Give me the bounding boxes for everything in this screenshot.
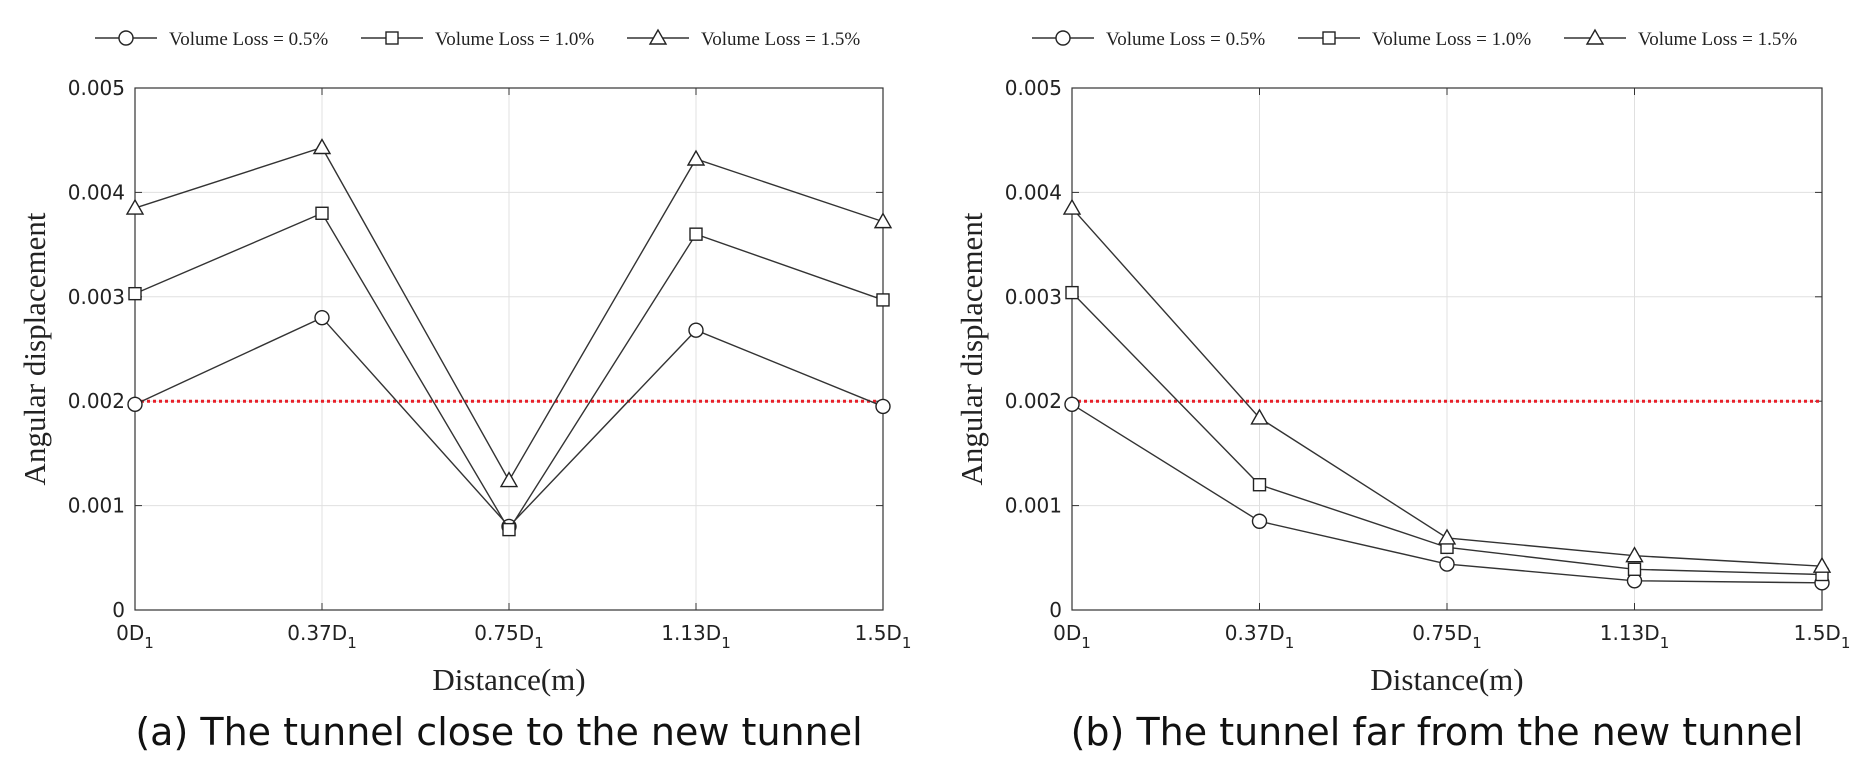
x-tick-label: 0.75D1	[474, 621, 543, 652]
y-tick-label: 0.001	[68, 494, 125, 518]
x-tick-label: 0.37D1	[1225, 621, 1294, 652]
legend-marker-circle	[1055, 30, 1071, 46]
x-tick-label: 0.75D1	[1412, 621, 1481, 652]
data-point-square	[1252, 478, 1267, 492]
data-point-circle	[688, 322, 704, 338]
data-point-circle	[1251, 513, 1268, 529]
legend-label: Volume Loss = 1.5%	[1638, 29, 1797, 50]
legend-label: Volume Loss = 1.0%	[1372, 29, 1531, 50]
legend-marker-square	[1322, 31, 1336, 45]
legend-marker-triangle	[648, 28, 668, 45]
x-tick-label: 1.5D1	[1794, 621, 1851, 652]
data-point-triangle	[1250, 408, 1269, 425]
data-point-square	[315, 206, 329, 220]
data-point-triangle	[312, 138, 332, 155]
y-tick-label: 0.004	[1005, 180, 1062, 204]
data-point-circle	[1439, 556, 1455, 572]
legend-label: Volume Loss = 1.0%	[435, 29, 594, 50]
x-tick-label: 0D1	[116, 621, 154, 652]
x-tick-label: 1.13D1	[661, 621, 730, 652]
panel-caption: (a) The tunnel close to the new tunnel	[135, 710, 862, 754]
y-tick-label: 0	[1049, 598, 1062, 622]
data-point-triangle	[1437, 528, 1457, 545]
x-axis-label: Distance(m)	[432, 662, 585, 697]
chart-panel-b: 0 0.001 0.002 0.003 0.004 0.005 0D1 0.37D1 0.75D…	[954, 28, 1851, 754]
y-axis-label: Angular displacement	[954, 212, 989, 485]
data-point-triangle	[499, 471, 519, 488]
y-tick-label: 0.005	[68, 76, 125, 100]
y-tick-label: 0.003	[68, 285, 125, 309]
chart-panel-a: 0 0.001 0.002 0.003 0.004 0.005 0D1 0.37D1 0.75D…	[17, 28, 912, 754]
y-tick-label: 0.003	[1005, 285, 1062, 309]
x-axis-label: Distance(m)	[1370, 662, 1523, 697]
y-axis-label: Angular displacement	[17, 212, 52, 485]
y-tick-label: 0.005	[1005, 76, 1062, 100]
data-point-triangle	[873, 212, 893, 229]
data-point-square	[128, 286, 142, 301]
x-tick-label: 0D1	[1053, 621, 1091, 652]
data-point-square	[689, 227, 703, 241]
data-point-triangle	[1625, 546, 1644, 563]
data-point-triangle	[125, 198, 145, 215]
x-tick-label: 1.5D1	[855, 621, 912, 652]
y-tick-label: 0.002	[68, 389, 125, 413]
legend-marker-square	[385, 31, 399, 45]
data-point-triangle	[1062, 198, 1082, 215]
data-point-square	[1627, 562, 1642, 576]
data-point-circle	[875, 398, 891, 415]
panel-caption: (b) The tunnel far from the new tunnel	[1071, 710, 1804, 754]
data-point-square	[876, 293, 890, 307]
x-tick-label: 0.37D1	[287, 621, 356, 652]
legend-marker-circle	[118, 30, 134, 46]
x-tick-label: 1.13D1	[1600, 621, 1669, 652]
data-point-circle	[1064, 396, 1080, 413]
y-tick-label: 0.001	[1005, 494, 1062, 518]
data-point-square	[502, 522, 516, 537]
data-point-square	[1065, 285, 1079, 300]
legend-label: Volume Loss = 1.5%	[701, 29, 860, 50]
legend-label: Volume Loss = 0.5%	[1106, 29, 1265, 50]
data-point-circle	[314, 309, 330, 326]
legend-marker-triangle	[1585, 28, 1605, 45]
data-point-circle	[127, 396, 143, 413]
legend-label: Volume Loss = 0.5%	[169, 29, 328, 50]
data-point-triangle	[686, 149, 706, 166]
y-tick-label: 0	[112, 598, 125, 622]
y-tick-label: 0.002	[1005, 389, 1062, 413]
y-tick-label: 0.004	[68, 180, 125, 204]
data-point-triangle	[1812, 556, 1832, 573]
